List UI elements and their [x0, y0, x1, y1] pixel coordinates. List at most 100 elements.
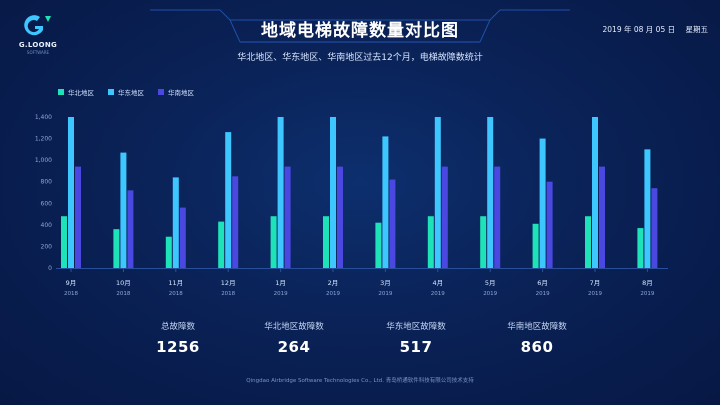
- bar-south: [441, 166, 448, 268]
- bar-south: [284, 166, 291, 268]
- x-tick-year: 2019: [431, 291, 445, 297]
- x-tick-year: 2018: [221, 291, 235, 297]
- legend-item-east: 华东地区: [108, 87, 144, 97]
- page-subtitle: 华北地区、华东地区、华南地区过去12个月，电梯故障数统计: [237, 53, 483, 63]
- x-tick-label: 6月: [537, 279, 548, 287]
- bar-south: [337, 166, 343, 268]
- bar-east: [277, 117, 284, 268]
- g-logo-icon: [24, 15, 51, 36]
- x-tick-label: 10月: [116, 279, 131, 287]
- stat-east-value: 517: [399, 338, 433, 356]
- legend-swatch-north: [58, 89, 64, 95]
- bar-south: [546, 181, 553, 268]
- bar-north: [375, 222, 382, 268]
- x-tick-label: 12月: [221, 279, 236, 287]
- bar-east: [68, 117, 74, 268]
- bar-south: [389, 179, 396, 268]
- stat-east: 华东地区故障数 517: [361, 320, 471, 356]
- bar-south: [599, 166, 605, 268]
- bar-north: [585, 216, 591, 268]
- stat-total: 总故障数 1256: [123, 320, 233, 356]
- bar-east: [225, 132, 232, 268]
- stat-total-label: 总故障数: [160, 322, 195, 332]
- stat-south-label: 华南地区故障数: [507, 322, 567, 332]
- legend-label-east: 华东地区: [118, 89, 144, 97]
- y-tick-label: 1,200: [35, 136, 52, 143]
- bar-east: [330, 117, 336, 268]
- x-tick-year: 2018: [116, 291, 130, 297]
- bar-east: [539, 138, 546, 268]
- bar-south: [651, 188, 658, 268]
- bar-east: [172, 177, 179, 268]
- bar-north: [113, 229, 120, 268]
- y-tick-label: 1,000: [35, 157, 52, 164]
- legend-label-north: 华北地区: [68, 89, 94, 97]
- bar-north: [637, 228, 644, 268]
- y-tick-label: 600: [41, 200, 53, 207]
- header-frame: [150, 9, 570, 43]
- bar-south: [232, 176, 239, 268]
- stat-east-label: 华东地区故障数: [386, 322, 446, 332]
- stat-north-value: 264: [277, 338, 311, 356]
- logo-subtext: SOFTWARE: [26, 50, 50, 55]
- y-tick-label: 400: [41, 222, 53, 229]
- chart-legend: 华北地区 华东地区 华南地区: [58, 87, 194, 97]
- stat-south: 华南地区故障数 860: [482, 320, 592, 356]
- bar-east: [487, 117, 494, 268]
- x-tick-year: 2019: [274, 291, 288, 297]
- x-tick-year: 2019: [588, 291, 602, 297]
- bar-north: [427, 216, 434, 268]
- bar-north: [270, 216, 277, 268]
- weekday-text: 星期五: [685, 25, 709, 34]
- y-tick-label: 1,400: [35, 114, 52, 121]
- stat-total-value: 1256: [156, 338, 200, 356]
- x-tick-label: 5月: [485, 279, 496, 287]
- x-tick-label: 4月: [432, 279, 443, 287]
- date-display: 2019 年 08 月 05 日 星期五: [595, 24, 709, 35]
- x-tick-label: 1月: [275, 279, 286, 287]
- bar-north: [218, 221, 225, 268]
- legend-swatch-south: [158, 89, 164, 95]
- page-title: 地域电梯故障数量对比图: [261, 21, 459, 41]
- bar-south: [75, 166, 81, 268]
- bar-north: [323, 216, 329, 268]
- x-tick-label: 11月: [168, 279, 183, 287]
- legend-swatch-east: [108, 89, 114, 95]
- logo-name: G.LOONG: [18, 41, 58, 49]
- x-tick-year: 2019: [326, 291, 340, 297]
- bar-east: [382, 136, 389, 268]
- bar-east: [592, 117, 598, 268]
- x-tick-year: 2018: [169, 291, 183, 297]
- bar-north: [480, 216, 487, 268]
- bar-chart: 0 200 400 600 800 1,000 1,200 1,400 9月 2018 10月 201…: [35, 114, 668, 297]
- x-tick-label: 7月: [590, 279, 601, 287]
- x-tick-label: 8月: [642, 279, 653, 287]
- legend-label-south: 华南地区: [168, 89, 194, 97]
- bar-east: [120, 152, 127, 268]
- bar-south: [127, 190, 134, 268]
- legend-item-south: 华南地区: [158, 87, 194, 97]
- y-tick-label: 800: [41, 179, 53, 186]
- stat-north-label: 华北地区故障数: [264, 322, 324, 332]
- y-tick-label: 200: [41, 243, 53, 250]
- x-tick-year: 2019: [640, 291, 654, 297]
- stat-north: 华北地区故障数 264: [239, 320, 349, 356]
- bar-north: [165, 236, 172, 268]
- bar-north: [532, 223, 539, 268]
- x-tick-label: 2月: [328, 279, 339, 287]
- x-tick-label: 3月: [380, 279, 391, 287]
- x-tick-label: 9月: [66, 279, 77, 287]
- bar-south: [179, 207, 186, 268]
- stat-south-value: 860: [520, 338, 554, 356]
- bar-north: [61, 216, 67, 268]
- x-tick-year: 2019: [536, 291, 550, 297]
- footer-credit: Qingdao Airbridge Software Technologies …: [246, 378, 474, 384]
- bar-east: [644, 149, 651, 268]
- legend-item-north: 华北地区: [58, 87, 94, 97]
- date-text: 2019 年 08 月 05 日: [602, 25, 676, 34]
- bar-south: [494, 166, 501, 268]
- bar-east: [434, 117, 441, 268]
- x-tick-year: 2019: [483, 291, 497, 297]
- company-logo: G.LOONG SOFTWARE: [16, 14, 60, 55]
- x-tick-year: 2018: [64, 291, 78, 297]
